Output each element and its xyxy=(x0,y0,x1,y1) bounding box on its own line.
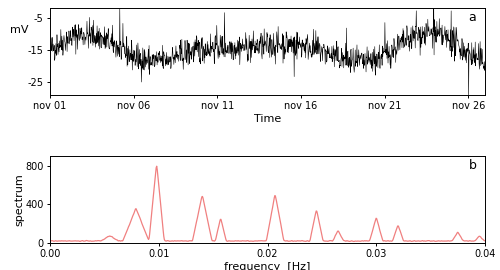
X-axis label: frequency  [Hz]: frequency [Hz] xyxy=(224,262,310,270)
Y-axis label: mV: mV xyxy=(10,25,29,35)
X-axis label: Time: Time xyxy=(254,114,281,124)
Text: a: a xyxy=(468,11,476,24)
Text: b: b xyxy=(468,158,476,172)
Y-axis label: spectrum: spectrum xyxy=(14,173,24,226)
